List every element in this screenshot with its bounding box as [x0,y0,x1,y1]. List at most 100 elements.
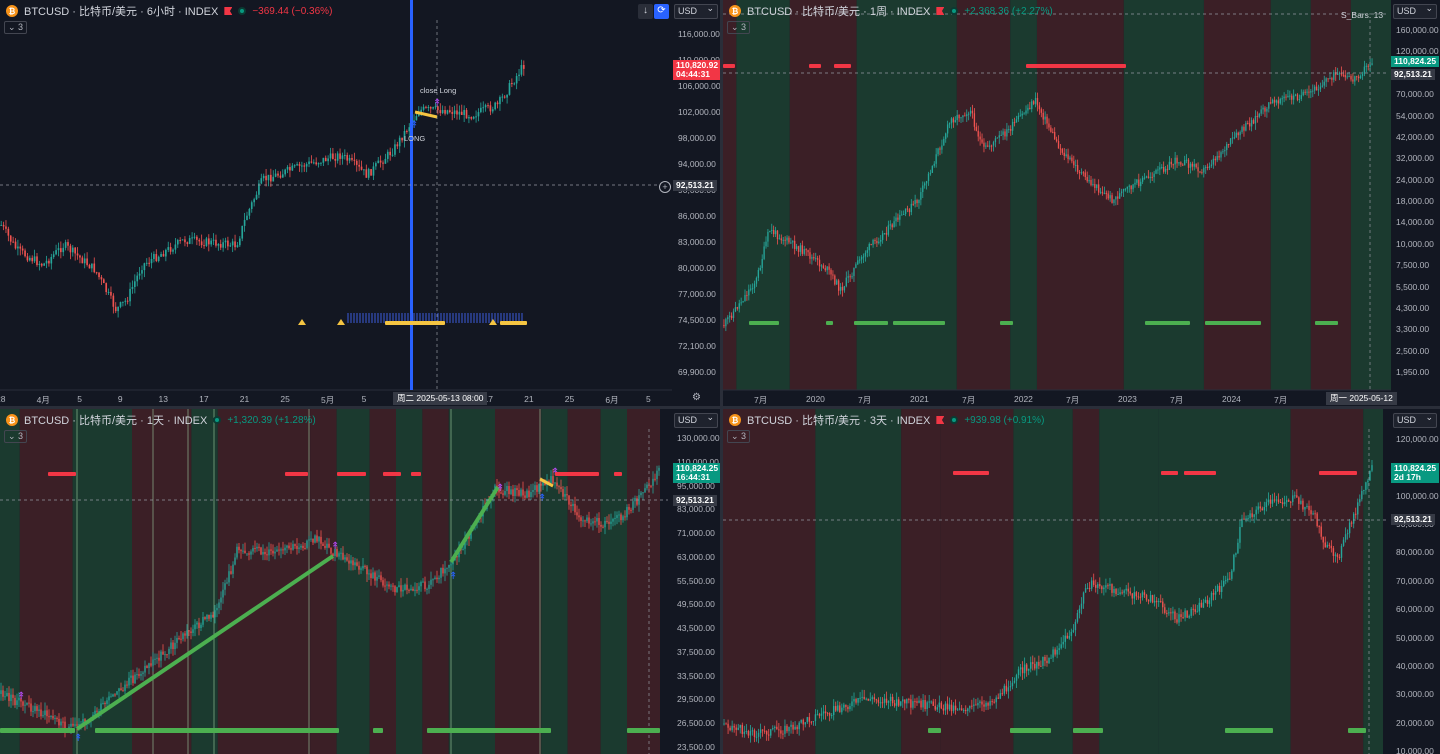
p2-candle [1350,76,1352,80]
p1-candle [475,116,477,118]
sync-icon[interactable]: ⟳ [654,4,669,19]
p2-candle [1205,166,1207,168]
p2-candle [1010,129,1012,131]
p2-candle [782,239,784,241]
p3-candle [212,614,214,618]
pane-divider-horizontal[interactable] [0,406,1440,409]
p4-candle [1235,553,1237,555]
p2-candle [1180,162,1182,165]
p2-candle [1120,191,1123,194]
currency-select[interactable]: USD [674,412,718,428]
p2-candle [1157,169,1159,171]
indicator-toggle[interactable]: ⌄ 3 [4,430,28,443]
p2-candle [1071,157,1073,162]
p2-candle [1327,78,1329,80]
p2-candle [1122,188,1125,192]
arrow-down-icon[interactable]: ↓ [638,4,653,19]
candlestick-plot-3d[interactable] [723,409,1440,754]
p1-candle [105,283,108,293]
symbol-title[interactable]: BTCUSD · 比特币/美元 · 6小时 · INDEX [24,6,219,18]
p2-candle [1216,155,1218,161]
p1-candle [7,228,10,236]
p3-candle [270,549,272,551]
p3-candle [456,556,458,558]
p2-candle [924,183,926,186]
p2-candle [1136,179,1138,183]
p4-candle [1198,602,1201,612]
p3-candle [106,700,108,704]
p2-candle [1164,168,1167,172]
symbol-title[interactable]: BTCUSD · 比特币/美元 · 1天 · INDEX [24,415,208,427]
p2-candle [769,230,771,232]
price-change: +1,320.39 (+1.28%) [227,414,316,426]
plus-icon[interactable]: + [659,181,671,193]
flag-icon[interactable] [936,416,945,424]
bitcoin-icon: ₿ [729,5,741,17]
p4-candle [942,708,945,711]
p1-candle [88,264,91,269]
p3-candle [180,638,182,640]
chart-pane-6h[interactable]: ↟ ↟ ₿ BTCUSD · 比特币/美元 · 6小时 · INDEX −369.… [0,0,720,406]
symbol-header[interactable]: ₿ BTCUSD · 比特币/美元 · 6小时 · INDEX −369.44 … [0,0,332,22]
red-zone [627,409,660,754]
p4-candle [753,730,756,737]
indicator-toggle[interactable]: ⌄ 3 [727,430,751,443]
p2-candle [816,258,819,260]
candlestick-plot-1d[interactable]: ↟↟↟↟↟↟↟ [0,409,720,754]
symbol-header[interactable]: ₿ BTCUSD · 比特币/美元 · 1天 · INDEX +1,320.39… [0,409,316,431]
p2-candle [1034,97,1037,104]
symbol-title[interactable]: BTCUSD · 比特币/美元 · 3天 · INDEX [747,415,931,427]
p2-candle [767,231,769,242]
p4-candle [1322,536,1324,543]
p3-candle [412,588,414,591]
p2-candle [1168,161,1171,170]
candlestick-plot-1w[interactable] [723,0,1440,406]
p4-candle [950,704,953,712]
flag-icon[interactable] [224,7,233,15]
p2-candle [1130,185,1132,190]
p1-candle [174,244,177,250]
p2-candle [1055,139,1058,141]
p3-candle [518,489,520,496]
p3-candle [618,514,620,516]
symbol-header[interactable]: ₿ BTCUSD · 比特币/美元 · 1周 · INDEX +2,368.36… [723,0,1053,22]
red-signal-band [834,64,851,68]
symbol-title[interactable]: BTCUSD · 比特币/美元 · 1周 · INDEX [747,6,931,18]
p3-candle [614,518,616,520]
pane-divider-vertical[interactable] [720,0,723,754]
p3-candle [282,549,284,551]
indicator-toggle[interactable]: ⌄ 3 [727,21,751,34]
chart-pane-1d[interactable]: ↟↟↟↟↟↟↟ ₿ BTCUSD · 比特币/美元 · 1天 · INDEX +… [0,409,720,754]
p3-candle [24,704,26,706]
p2-candle [730,315,733,319]
green-zone [1013,409,1073,754]
p4-candle [869,698,871,701]
p3-candle [232,564,234,574]
chart-pane-3d[interactable]: ₿ BTCUSD · 比特币/美元 · 3天 · INDEX +939.98 (… [723,409,1440,754]
currency-select[interactable]: USD [674,3,718,19]
currency-select[interactable]: USD [1393,3,1437,19]
green-zone [1158,409,1218,754]
p4-candle [1090,580,1093,589]
p2-candle [996,137,999,139]
p2-candle [1296,94,1299,100]
p4-candle [1170,612,1172,614]
indicator-toggle[interactable]: ⌄ 3 [4,21,28,34]
p2-candle [811,257,813,259]
p1-candle [351,157,353,160]
settings-icon[interactable]: ⚙ [692,392,701,403]
p3-candle [134,674,136,684]
chart-pane-1w[interactable]: ₿ BTCUSD · 比特币/美元 · 1周 · INDEX +2,368.36… [723,0,1440,406]
flag-icon[interactable] [936,7,945,15]
currency-select[interactable]: USD [1393,412,1437,428]
p4-candle [1119,592,1121,594]
p3-candle [60,721,62,726]
p4-candle [765,731,768,735]
p3-candle [646,484,648,489]
p4-candle [1164,607,1166,613]
candlestick-plot-6h[interactable]: ↟↟ [0,0,720,406]
green-signal-band [749,321,779,325]
p2-candle [883,233,886,235]
symbol-header[interactable]: ₿ BTCUSD · 比特币/美元 · 3天 · INDEX +939.98 (… [723,409,1044,431]
time-tick-label: 7月 [754,395,768,405]
